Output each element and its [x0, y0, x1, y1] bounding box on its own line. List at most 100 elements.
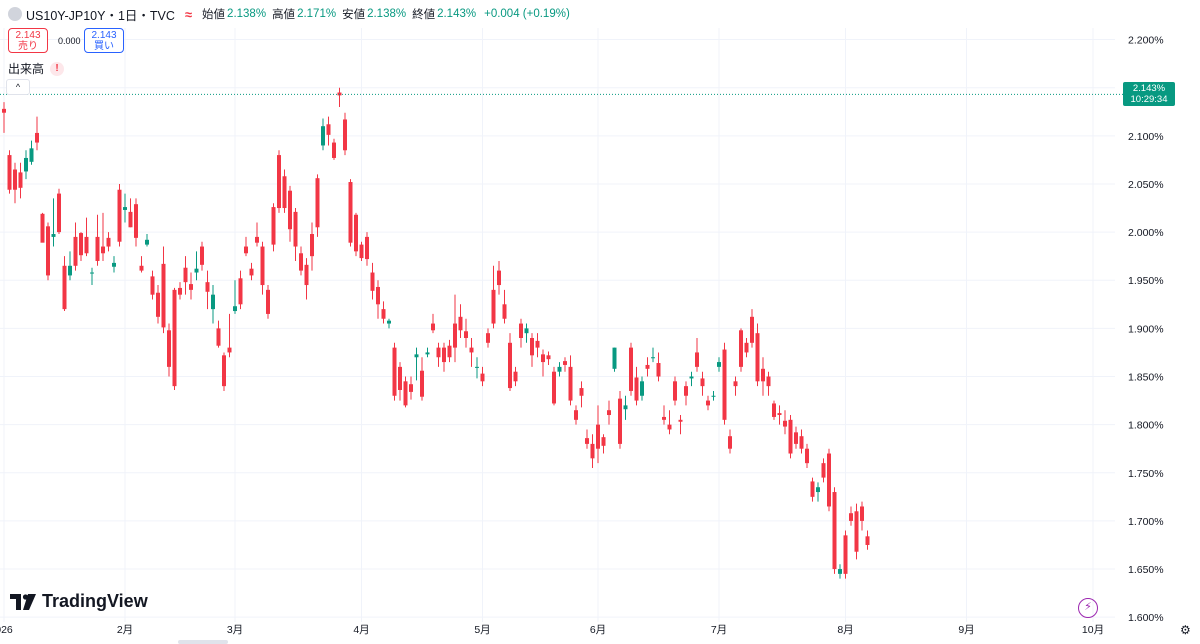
x-tick-label: 4月: [353, 624, 369, 636]
candle-body: [29, 148, 34, 162]
candle-body: [18, 172, 23, 188]
candle-body: [700, 378, 705, 387]
candle-body: [420, 370, 424, 397]
candle-body: [161, 263, 166, 328]
candle-body: [288, 190, 292, 230]
candle-body: [216, 328, 221, 346]
candle-body: [84, 236, 89, 254]
candle-body: [271, 207, 276, 245]
buy-button[interactable]: 2.143 買い: [84, 28, 124, 53]
candle-body: [24, 157, 28, 172]
symbol-title[interactable]: US10Y-JP10Y・1日・TVC: [26, 8, 175, 23]
tradingview-logo[interactable]: TradingView: [10, 591, 148, 612]
sell-button[interactable]: 2.143 売り: [8, 28, 48, 53]
candle-body: [843, 535, 848, 574]
candle-body: [315, 178, 320, 228]
candle-body: [194, 268, 199, 273]
candle-body: [513, 371, 518, 382]
candle-body: [13, 169, 17, 190]
candle-body: [695, 352, 699, 367]
bolt-icon[interactable]: ⚡: [1078, 598, 1098, 618]
candle-body: [794, 432, 798, 444]
candle-body: [403, 381, 408, 406]
candle-body: [651, 357, 655, 359]
gear-icon[interactable]: ⚙: [1180, 623, 1191, 637]
time-scroll-handle[interactable]: [178, 640, 228, 644]
candle-body: [689, 376, 694, 379]
candle-body: [502, 304, 507, 319]
candle-body: [112, 262, 116, 267]
candle-body: [310, 234, 314, 257]
candle-body: [233, 306, 237, 312]
x-tick-label: 2月: [117, 624, 133, 636]
y-tick-label: 1.600%: [1128, 612, 1164, 624]
candle-body: [838, 569, 842, 574]
open-label: 始値: [202, 9, 226, 21]
spread-value: 0.000: [58, 36, 81, 46]
alert-icon[interactable]: !: [50, 61, 65, 76]
y-tick-label: 1.900%: [1128, 323, 1164, 335]
candle-body: [722, 349, 727, 420]
collapse-legend-button[interactable]: ^: [6, 79, 30, 95]
candle-body: [227, 347, 232, 353]
y-tick-label: 2.200%: [1128, 35, 1164, 47]
y-tick-label: 1.750%: [1128, 468, 1164, 480]
candle-body: [634, 377, 639, 401]
candle-body: [706, 400, 710, 406]
x-tick-label: 5月: [474, 624, 490, 636]
candle-body: [376, 286, 380, 305]
candle-body: [733, 381, 738, 387]
candle-body: [57, 193, 61, 233]
candle-body: [755, 333, 760, 382]
candle-body: [414, 354, 419, 358]
candle-body: [645, 364, 650, 369]
candle-body: [365, 236, 369, 260]
candle-body: [145, 239, 149, 245]
close-label: 終値: [412, 9, 436, 21]
candle-body: [354, 214, 358, 252]
candle-body: [739, 330, 743, 367]
x-tick-label: 8月: [837, 624, 853, 636]
candle-body: [673, 381, 677, 401]
candle-body: [579, 388, 584, 396]
high-label: 高値: [272, 9, 296, 21]
candle-body: [530, 337, 534, 356]
candle-body: [381, 309, 386, 319]
candle-body: [7, 155, 12, 190]
y-tick-label: 1.800%: [1128, 420, 1164, 432]
x-tick-label: 3月: [227, 624, 243, 636]
symbol-logo-icon: [8, 7, 22, 21]
candle-body: [524, 328, 529, 334]
candle-body: [788, 419, 793, 454]
candle-body: [211, 294, 215, 310]
candle-body: [458, 316, 463, 331]
candle-body: [799, 436, 804, 449]
candle-body: [475, 366, 479, 368]
candle-body: [189, 284, 193, 290]
candle-body: [95, 236, 100, 261]
candle-body: [612, 347, 617, 369]
candle-body: [299, 253, 303, 271]
candle-body: [568, 366, 573, 401]
candle-body: [750, 316, 754, 343]
candle-body: [684, 386, 688, 396]
candle-body: [359, 244, 364, 259]
candle-body: [508, 342, 512, 389]
candle-body: [134, 204, 138, 238]
candle-body: [860, 506, 864, 521]
candle-body: [106, 237, 111, 247]
candle-body: [656, 363, 661, 377]
candle-body: [761, 368, 765, 382]
candle-body: [205, 282, 210, 292]
candle-body: [62, 265, 67, 310]
candle-body: [832, 492, 837, 570]
open-value: 2.138%: [227, 8, 267, 20]
volume-label: 出来高: [8, 62, 45, 76]
candle-body: [766, 376, 771, 387]
candle-body: [293, 211, 298, 247]
volume-indicator[interactable]: 出来高 !: [8, 60, 65, 77]
candle-body: [255, 236, 259, 243]
tradingview-logo-icon: [10, 593, 36, 610]
candle-body: [128, 211, 133, 228]
